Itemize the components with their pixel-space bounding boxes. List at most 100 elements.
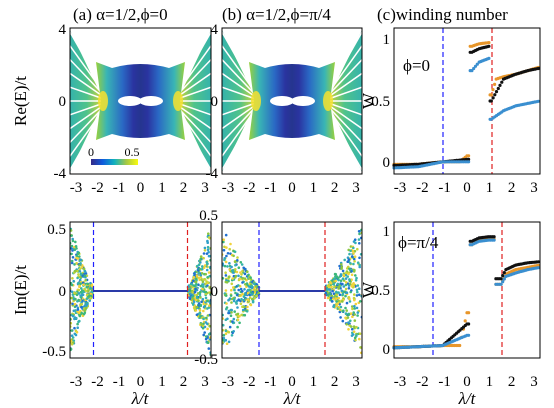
im-a-point-300 xyxy=(77,251,81,255)
fan-b-line-l0 xyxy=(222,31,255,89)
im-b-point-407 xyxy=(354,302,358,306)
im-a-point-299 xyxy=(70,296,74,300)
im-a-point-297 xyxy=(71,302,74,306)
im-a-point-214 xyxy=(77,288,81,292)
im-b-point-57 xyxy=(240,263,244,266)
im-a-point-132 xyxy=(74,333,78,337)
im-a-point-337 xyxy=(80,305,83,309)
im-b-point-137 xyxy=(224,289,228,292)
im-b-point-524 xyxy=(338,293,342,297)
im-b-point-420 xyxy=(344,287,348,291)
fan-a-line-r6 xyxy=(178,102,211,116)
im-b-point-446 xyxy=(355,276,358,280)
im-a-point-304 xyxy=(74,297,77,301)
w-bot-s2-pt-7-2 xyxy=(502,277,506,281)
w-top-s0-pt-4-1 xyxy=(467,154,471,158)
xtick-c-bottom-6: 3 xyxy=(530,374,538,390)
ytick-im-b-0: 0 xyxy=(211,284,219,300)
im-b-point-678 xyxy=(352,270,356,273)
w-top-s1-pt-10-6 xyxy=(536,66,540,71)
im-b-point-570 xyxy=(352,282,355,285)
im-a-point-164 xyxy=(83,274,87,278)
im-b-point-309 xyxy=(249,276,252,279)
im-b-point-208 xyxy=(223,258,226,262)
im-b-point-325 xyxy=(241,269,244,273)
im-a-point-215 xyxy=(73,263,76,266)
ytick-im-a-m05: -0.5 xyxy=(42,344,66,360)
im-a-point-318 xyxy=(78,267,82,271)
im-b-point-429 xyxy=(351,327,354,331)
im-a-point-618 xyxy=(201,278,205,281)
im-b-point-276 xyxy=(242,298,245,302)
im-a-point-647 xyxy=(198,309,202,312)
im-b-point-445 xyxy=(358,263,362,267)
xtick-a-bottom-1: -2 xyxy=(91,374,104,390)
xtick-c-bottom-2: -1 xyxy=(438,374,451,390)
im-b-point-389 xyxy=(356,284,360,287)
w-bot-s2-pt-7-1 xyxy=(501,280,505,284)
im-b-point-568 xyxy=(349,319,352,323)
im-b-point-630 xyxy=(352,246,355,250)
im-a-point-223 xyxy=(70,252,73,256)
im-b-point-644 xyxy=(344,294,347,298)
im-b-point-152 xyxy=(236,325,239,329)
im-b-point-672 xyxy=(331,289,334,293)
xtick-b-bottom-3: 0 xyxy=(288,374,296,390)
im-b-point-649 xyxy=(341,310,344,313)
im-b-point-82 xyxy=(222,238,225,241)
im-a-point-310 xyxy=(70,342,74,346)
im-a-point-241 xyxy=(70,329,74,332)
fan-b-line-l7 xyxy=(222,105,255,130)
im-b-point-443 xyxy=(351,333,355,336)
im-b-point-327 xyxy=(232,249,235,253)
im-a-point-669 xyxy=(203,249,207,252)
eye-left-b xyxy=(270,96,294,106)
im-a-point-322 xyxy=(73,291,76,295)
fan-a-line-r9 xyxy=(177,110,211,157)
im-b-point-673 xyxy=(337,276,340,280)
fan-a-line-l1 xyxy=(70,45,104,92)
im-b-point-657 xyxy=(336,302,340,305)
im-b-point-293 xyxy=(252,282,256,286)
im-b-point-191 xyxy=(222,336,226,340)
im-b-point-555 xyxy=(353,304,356,308)
im-b-point-462 xyxy=(340,289,344,293)
im-b-point-268 xyxy=(255,294,258,298)
im-b-point-658 xyxy=(329,296,333,300)
im-b-point-676 xyxy=(328,292,332,296)
im-a-point-582 xyxy=(199,257,202,261)
im-b-point-211 xyxy=(231,277,234,280)
im-a-point-600 xyxy=(193,307,196,310)
eye-right-a xyxy=(139,96,163,106)
xtick-a-top-0: -3 xyxy=(70,180,83,196)
xtick-b-top-3: 0 xyxy=(288,180,296,196)
im-a-point-57 xyxy=(76,322,79,326)
im-b-point-453 xyxy=(354,279,358,282)
fan-b-line-r2 xyxy=(329,59,362,95)
im-b-point-329 xyxy=(253,296,256,300)
im-b-point-156 xyxy=(230,334,234,337)
im-a-point-567 xyxy=(204,292,208,296)
im-a-point-614 xyxy=(195,277,198,281)
im-b-point-594 xyxy=(348,252,351,256)
im-a-point-170 xyxy=(78,278,82,282)
im-a-point-377 xyxy=(208,274,211,278)
im-b-point-430 xyxy=(359,236,362,240)
w-bot-s0-pt-3-3 xyxy=(463,319,467,323)
im-b-point-167 xyxy=(227,275,231,279)
im-b-point-588 xyxy=(349,325,353,328)
ytick-w-bottom-05: 0.5 xyxy=(371,283,390,299)
im-b-point-458 xyxy=(344,273,348,277)
im-b-point-257 xyxy=(230,265,233,269)
xlabel-b: λ/t xyxy=(283,389,302,408)
im-a-point-316 xyxy=(82,283,85,287)
im-a-point-254 xyxy=(78,314,82,318)
im-a-point-206 xyxy=(82,312,86,316)
im-a-point-595 xyxy=(197,302,201,305)
w-bot-s1-pt-7-1 xyxy=(501,274,505,278)
im-a-point-652 xyxy=(191,291,194,294)
im-a-point-509 xyxy=(197,263,201,267)
im-a-point-116 xyxy=(83,270,87,274)
im-b-point-301 xyxy=(234,263,237,267)
im-a-point-313 xyxy=(84,278,87,282)
